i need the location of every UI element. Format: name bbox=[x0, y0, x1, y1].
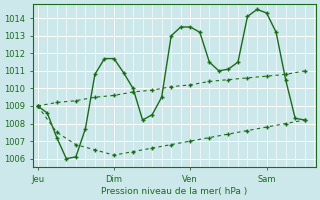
X-axis label: Pression niveau de la mer( hPa ): Pression niveau de la mer( hPa ) bbox=[101, 187, 247, 196]
